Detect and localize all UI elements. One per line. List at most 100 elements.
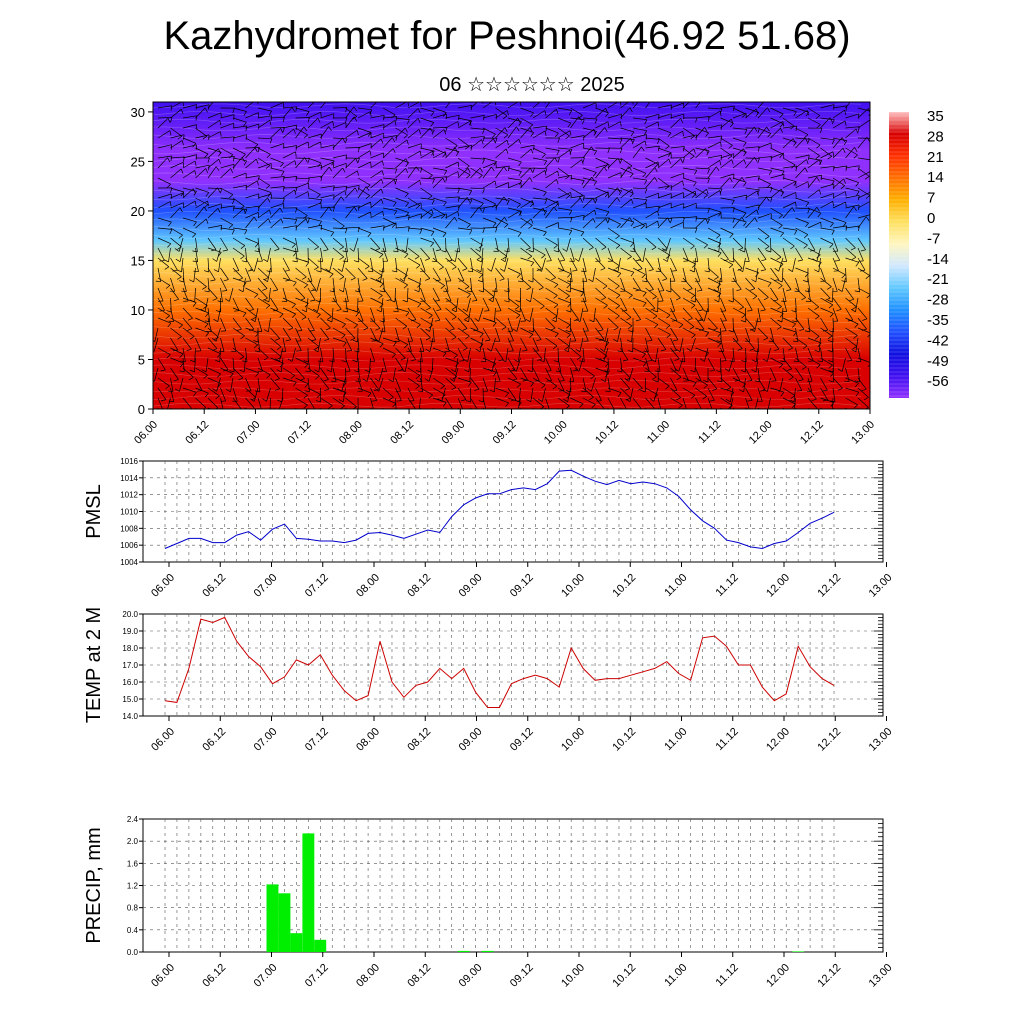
wind-barb — [320, 377, 330, 390]
wind-barb-feather — [243, 208, 246, 214]
wind-barb — [420, 347, 423, 362]
wind-barb — [357, 287, 364, 302]
wind-barb-feather — [294, 219, 298, 225]
wind-barb — [457, 217, 471, 225]
wind-barb — [557, 117, 572, 124]
wind-barb — [507, 227, 522, 234]
wind-barb-feather — [457, 171, 460, 177]
wind-barb-feather — [229, 373, 234, 378]
wind-barb-feather — [689, 269, 695, 273]
wind-barb-feather — [250, 318, 256, 323]
wind-barb — [370, 387, 378, 401]
wind-barb — [570, 257, 578, 271]
wind-barb-feather — [418, 129, 422, 135]
wind-barb — [332, 217, 345, 227]
wind-barb-feather — [845, 191, 847, 197]
wind-barb — [557, 337, 570, 347]
wind-barb — [517, 347, 521, 362]
wind-barb-feather — [341, 360, 347, 363]
wind-barb-feather — [236, 328, 242, 332]
wind-barb-feather — [670, 185, 673, 191]
wind-barb — [395, 247, 409, 255]
wind-barb — [195, 337, 202, 351]
wind-barb-feather — [593, 129, 596, 135]
wind-barb — [603, 347, 609, 362]
y-tick-label: 10 — [131, 303, 145, 318]
wind-barb-feather — [691, 334, 696, 339]
wind-barb-feather — [855, 262, 860, 267]
wind-barb — [432, 277, 445, 286]
wind-barb — [607, 197, 618, 209]
wind-barb — [832, 217, 847, 223]
wind-barb-feather — [855, 182, 859, 187]
wind-barb-feather — [621, 310, 627, 312]
wind-barb — [707, 190, 720, 199]
wind-barb — [582, 197, 598, 200]
wind-barb-feather — [317, 162, 322, 168]
wind-barb — [195, 327, 209, 333]
wind-barb — [620, 137, 631, 149]
wind-barb — [720, 105, 735, 109]
wind-barb — [507, 167, 522, 172]
wind-barb-feather — [430, 111, 435, 117]
wind-barb-feather — [193, 270, 199, 273]
wind-barb-feather — [220, 131, 222, 137]
wind-barb-feather — [626, 418, 631, 420]
wind-barb — [807, 397, 818, 409]
wind-barb-feather — [232, 107, 235, 114]
wind-barb-feather — [774, 348, 780, 352]
wind-barb-feather — [779, 123, 784, 128]
wind-barb-feather — [291, 303, 296, 308]
wind-barb — [732, 237, 744, 249]
wind-barb — [157, 387, 167, 400]
wind-barb — [157, 237, 171, 245]
wind-barb-feather — [195, 144, 197, 150]
wind-barb-feather — [428, 315, 433, 319]
wind-barb-feather — [183, 134, 185, 140]
wind-barb — [857, 377, 867, 390]
wind-barb-feather — [709, 400, 715, 402]
wind-barb — [695, 217, 710, 220]
wind-barb-feather — [169, 130, 172, 136]
wind-barb — [757, 127, 772, 134]
wind-barb-feather — [846, 360, 852, 362]
wind-barb — [157, 297, 165, 311]
wind-barb-feather — [331, 102, 333, 103]
wind-barb — [557, 267, 571, 275]
wind-barb — [395, 117, 410, 120]
wind-barb — [707, 154, 722, 159]
wind-barb — [382, 197, 397, 203]
wind-barb-feather — [651, 376, 657, 380]
wind-barb — [220, 287, 223, 302]
wind-barb-feather — [356, 130, 359, 136]
wind-barb-feather — [449, 378, 455, 382]
wind-barb-feather — [865, 216, 870, 222]
wind-barb-feather — [588, 278, 593, 283]
wind-barb — [582, 176, 593, 189]
wind-barb — [582, 397, 596, 405]
wind-barb — [432, 287, 440, 301]
wind-barb-feather — [854, 323, 859, 328]
wind-barb-feather — [192, 260, 198, 263]
wind-barb — [157, 287, 164, 302]
wind-barb — [482, 127, 496, 135]
wind-barb-feather — [332, 121, 334, 127]
wind-barb-feather — [313, 348, 319, 353]
wind-barb — [532, 157, 547, 162]
wind-barb — [270, 257, 272, 273]
wind-barb-feather — [452, 306, 457, 310]
wind-barb-feather — [466, 174, 471, 179]
wind-barb — [320, 194, 335, 199]
wind-barb-feather — [658, 206, 660, 212]
wind-barb — [295, 247, 298, 262]
x-tick-label: 09.12 — [491, 419, 519, 447]
wind-barb-feather — [386, 298, 392, 302]
wind-barb — [757, 337, 759, 353]
wind-barb — [670, 267, 676, 282]
wind-barb-feather — [203, 206, 208, 212]
wind-barb-feather — [709, 369, 715, 372]
wind-barb — [557, 191, 571, 199]
wind-barb — [657, 158, 670, 169]
wind-barb-feather — [274, 388, 280, 391]
wind-barb — [295, 337, 302, 351]
